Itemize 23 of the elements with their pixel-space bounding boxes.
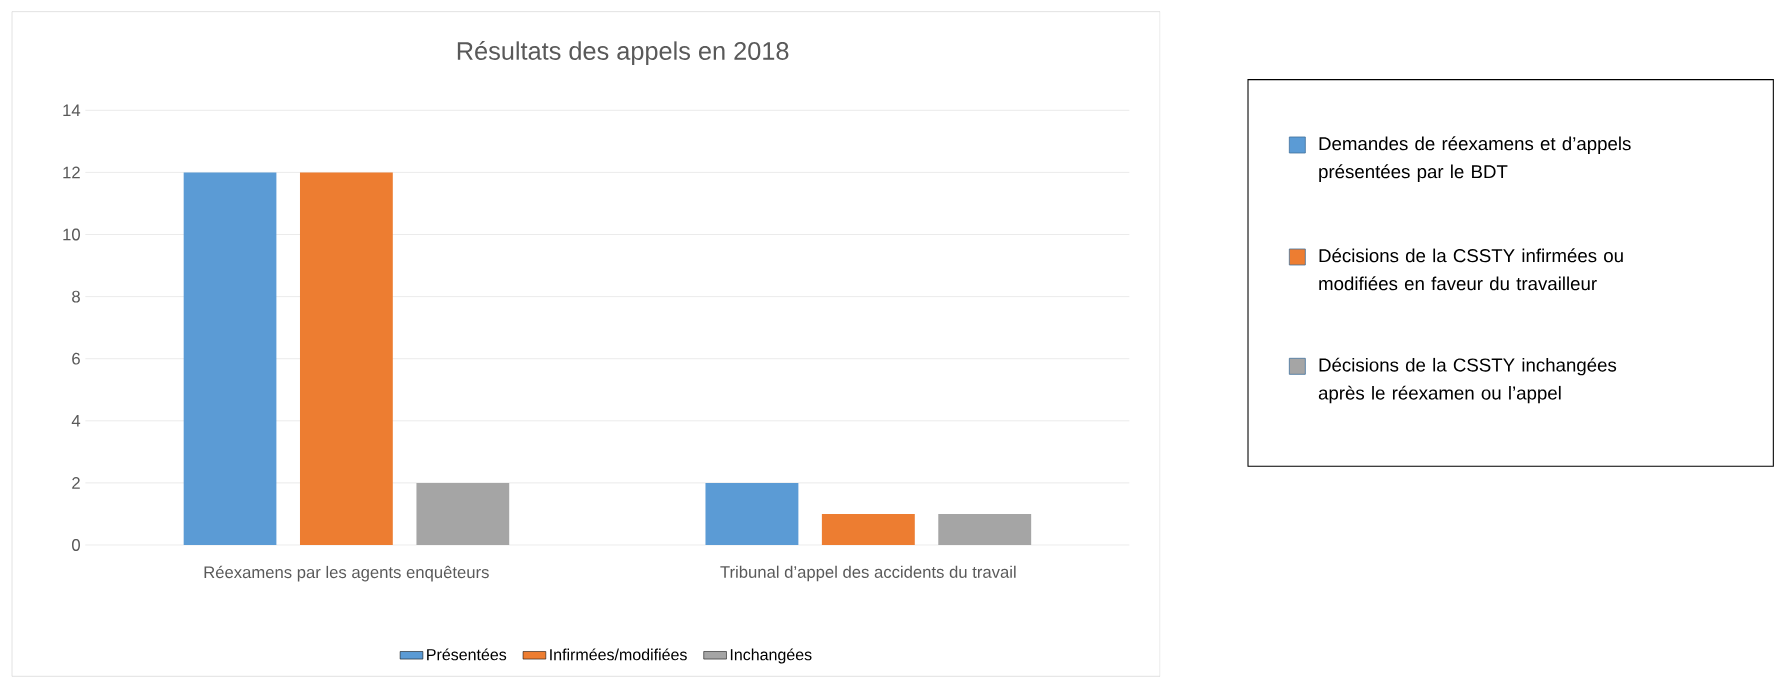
x-tick-label: Réexamens par les agents enquêteurs: [204, 565, 489, 582]
x-tick-label: Tribunal d’appel des accidents du travail: [720, 565, 1016, 582]
bar: [183, 172, 277, 545]
text: Demandes de réexamens et d’appels présentées par le BDT: [1319, 136, 1631, 182]
y-tick-label: 12: [63, 166, 80, 179]
y-tick-label: 0: [72, 539, 80, 551]
y-tick-label: 8: [72, 290, 80, 303]
legend-label: Présentées: [427, 648, 507, 661]
bar: [821, 513, 915, 545]
text: Décisions de la CSSTY infirmées ou modifiées en faveur du travailleur: [1319, 248, 1623, 291]
y-tick-label: 4: [71, 415, 81, 427]
bar: [416, 482, 510, 545]
chart-title: Résultats des appels en 2018: [457, 41, 789, 65]
bar: [705, 482, 799, 545]
y-tick-label: 14: [63, 104, 81, 117]
bar: [299, 172, 393, 545]
y-tick-label: 10: [63, 228, 80, 241]
y-tick-label: 6: [72, 352, 80, 365]
bar: [938, 513, 1032, 545]
legend-label: Inchangées: [730, 648, 812, 664]
y-tick-label: 2: [72, 477, 80, 489]
legend-label: Infirmées/modifiées: [550, 648, 687, 661]
text: Décisions de la CSSTY inchangées après le réexamen ou l’appel: [1318, 357, 1617, 404]
